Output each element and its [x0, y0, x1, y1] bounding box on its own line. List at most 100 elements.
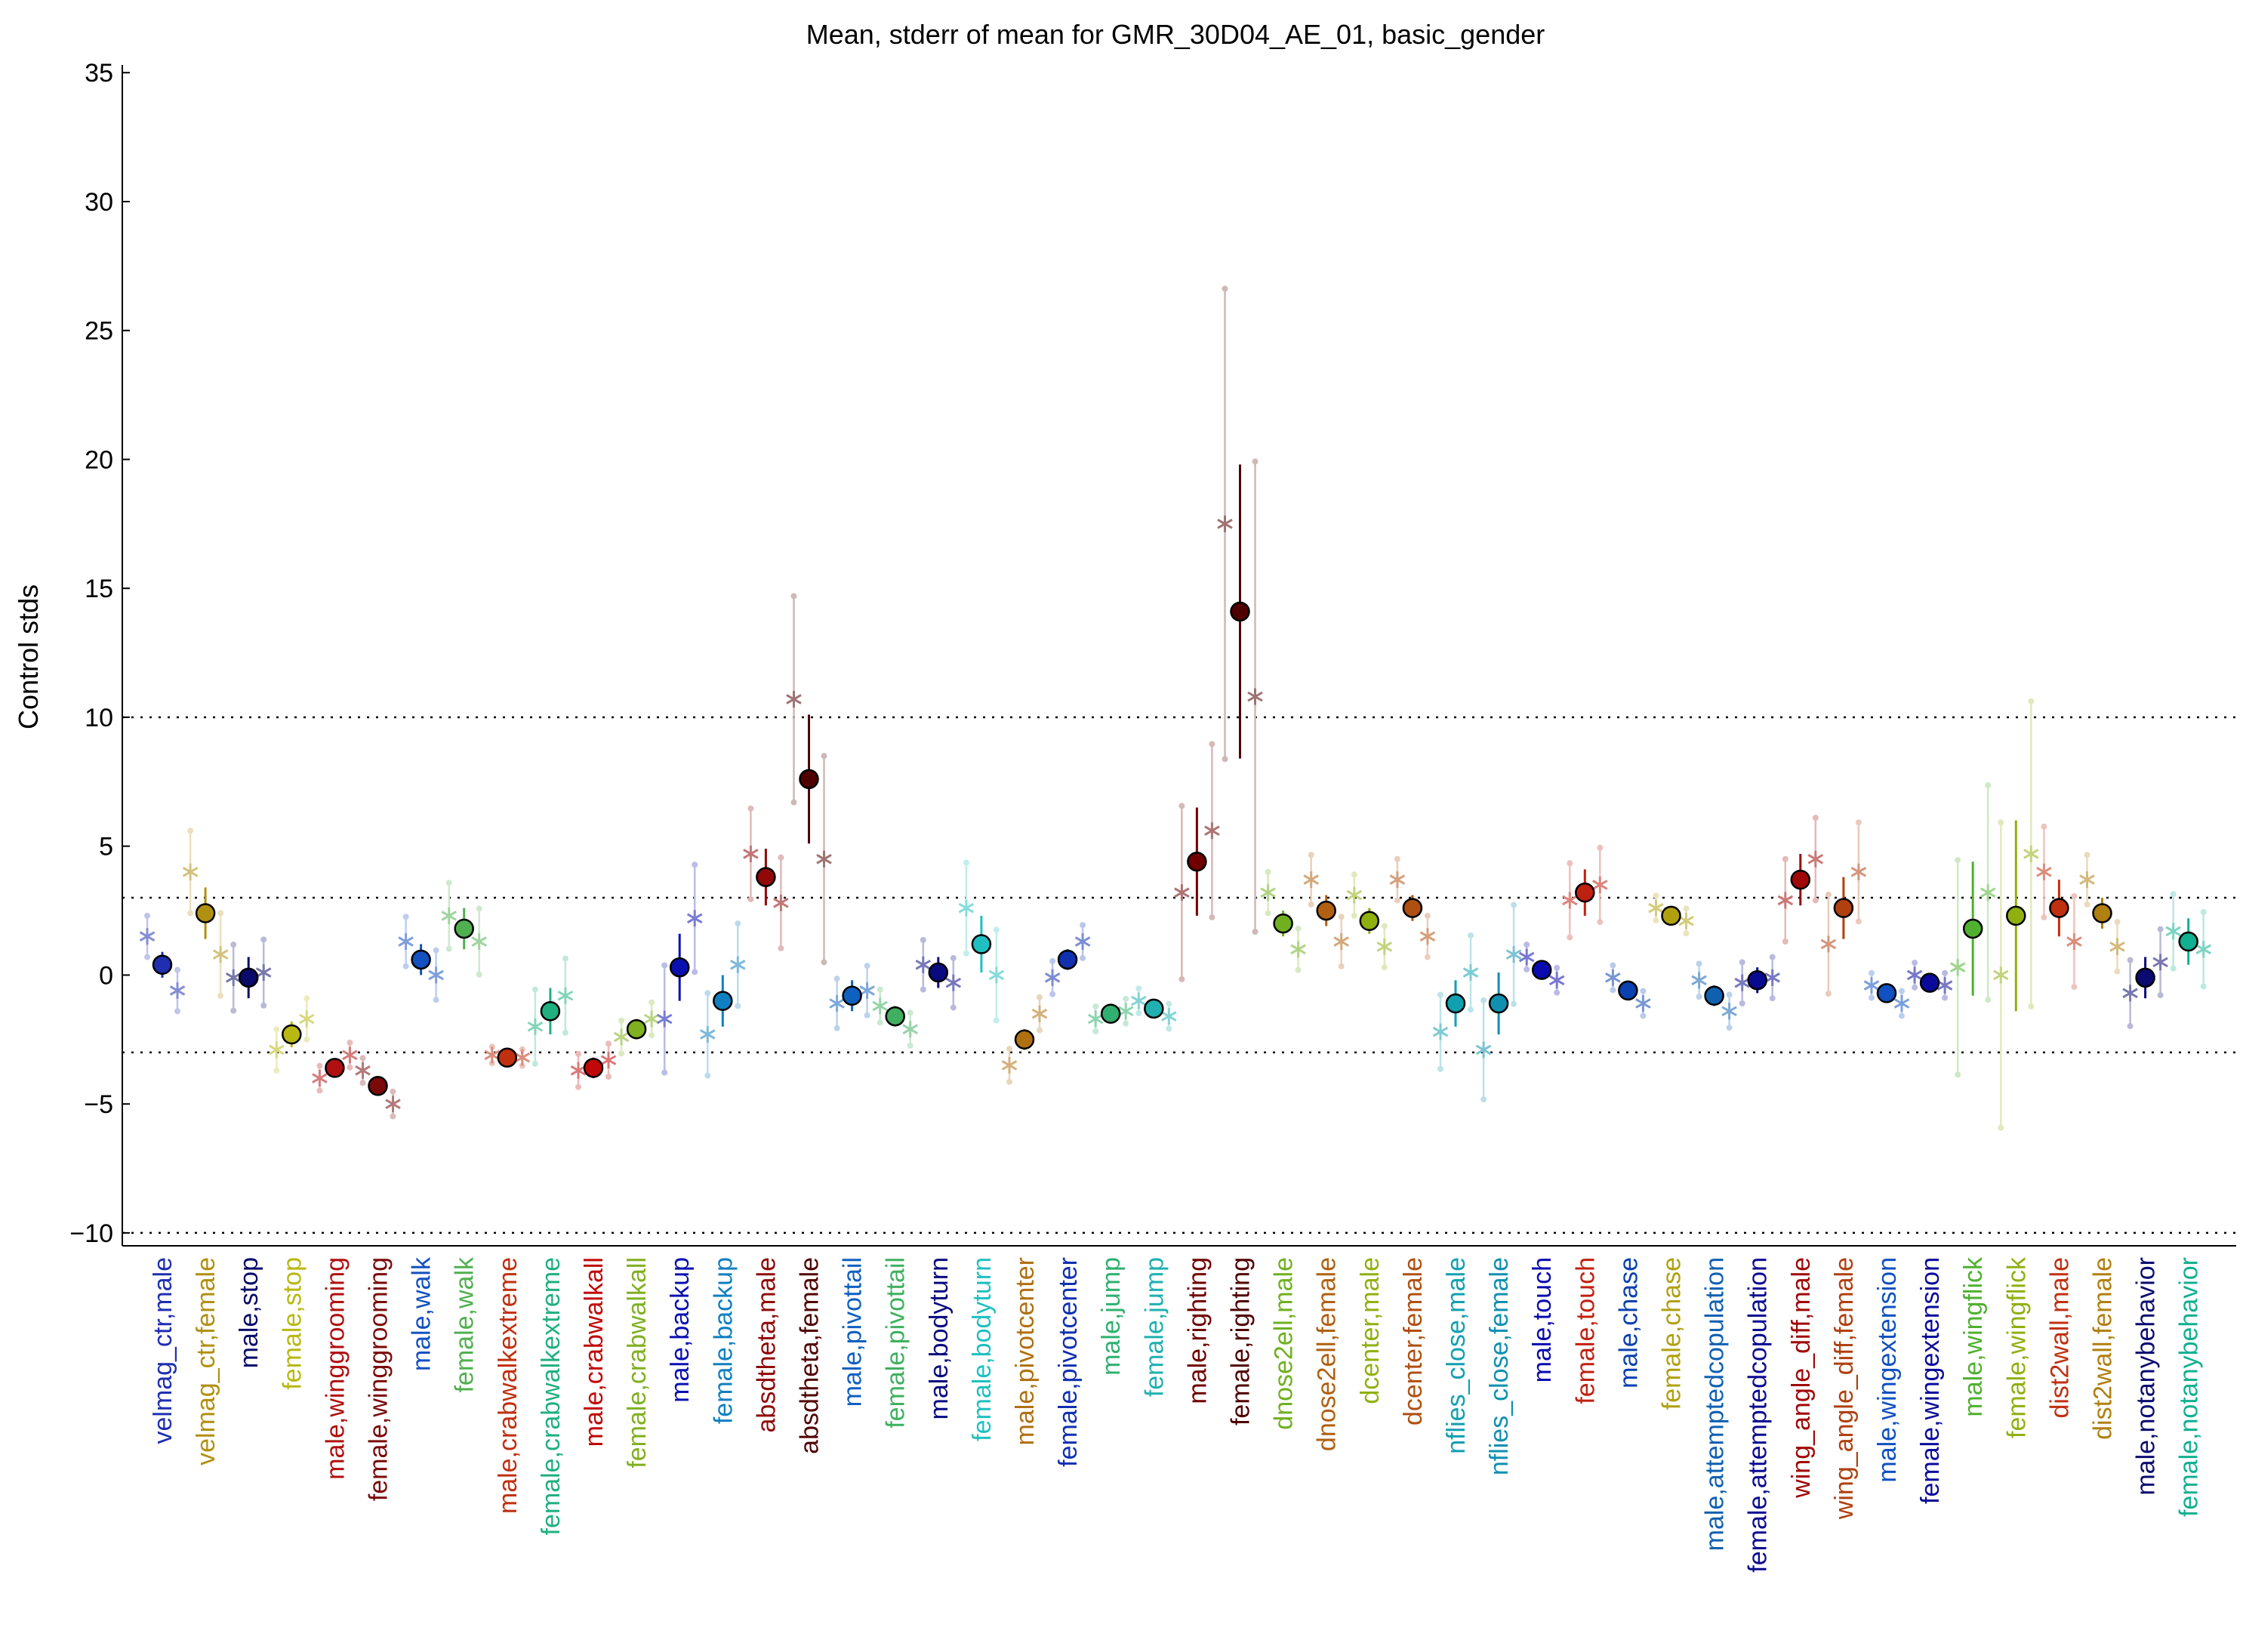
data-point-star — [643, 1010, 660, 1028]
error-cap — [1825, 891, 1832, 898]
error-cap — [907, 1009, 913, 1016]
error-cap — [963, 859, 969, 866]
star-stroke — [2109, 942, 2125, 952]
data-point — [799, 769, 819, 790]
star-stroke — [1074, 936, 1091, 947]
data-point-star — [829, 995, 845, 1012]
error-cap — [1123, 1020, 1129, 1027]
star-stroke — [2079, 874, 2095, 885]
error-cap — [1899, 1012, 1905, 1019]
error-cap — [1006, 1046, 1012, 1053]
data-point-star — [816, 850, 832, 868]
data-point-star — [1993, 966, 2009, 984]
error-cap — [1812, 815, 1819, 821]
error-cap — [1135, 1009, 1142, 1016]
star-stroke — [1247, 691, 1263, 702]
star-stroke — [686, 913, 703, 924]
data-point — [1057, 949, 1078, 970]
error-cap — [1825, 991, 1832, 997]
error-cap — [1985, 782, 1992, 789]
category-label: female,jump — [1140, 1257, 1169, 1397]
data-point-star — [527, 1018, 544, 1035]
data-point — [282, 1024, 302, 1045]
star-stroke — [1734, 977, 1750, 988]
star-stroke — [1131, 995, 1147, 1006]
star-stroke — [212, 949, 229, 960]
error-cap — [1998, 819, 2004, 826]
star-stroke — [1174, 887, 1190, 898]
error-cap — [303, 1036, 310, 1043]
star-stroke — [1475, 1044, 1492, 1056]
y-tick-label: 20 — [85, 445, 113, 474]
error-cap — [144, 954, 150, 960]
error-cap — [1265, 868, 1271, 875]
data-point-star — [212, 946, 229, 963]
data-point-star — [613, 1028, 630, 1046]
error-cap — [920, 936, 926, 943]
error-cap — [562, 1029, 568, 1036]
error-cap — [1209, 741, 1215, 747]
data-point-star — [1161, 1008, 1177, 1025]
error-cap — [1166, 1025, 1172, 1032]
y-tick-label: 25 — [85, 317, 113, 346]
star-stroke — [1432, 1026, 1449, 1037]
error-cap — [1812, 897, 1819, 904]
category-label: female,notanybehavior — [2175, 1257, 2204, 1517]
error-cap — [1080, 922, 1086, 929]
error-cap — [476, 971, 482, 978]
error-cap — [273, 1067, 280, 1074]
star-stroke — [1906, 969, 1923, 981]
category-label: male,notanybehavior — [2132, 1257, 2161, 1496]
star-stroke — [570, 1065, 587, 1076]
star-stroke — [1807, 853, 1824, 865]
error-cap — [1394, 897, 1400, 904]
error-cap — [1955, 1071, 1961, 1078]
category-label: male,attemptedcopulation — [1701, 1257, 1730, 1551]
star-stroke — [1044, 972, 1061, 983]
error-cap — [1480, 1096, 1487, 1103]
data-point — [971, 934, 992, 954]
star-stroke — [2066, 936, 2082, 947]
data-point — [583, 1058, 604, 1078]
category-label: male,pivottail — [839, 1257, 867, 1407]
error-cap — [864, 1012, 870, 1019]
error-cap — [778, 854, 784, 861]
data-point-star — [743, 845, 759, 862]
star-stroke — [557, 990, 574, 1001]
data-point-star — [1648, 899, 1664, 917]
error-cap — [1209, 914, 1215, 920]
error-cap — [2127, 1023, 2134, 1030]
data-point-star — [2023, 845, 2039, 862]
chart-title: Mean, stderr of mean for GMR_30D04_AE_01… — [806, 19, 1545, 50]
error-cap — [531, 986, 538, 993]
data-point — [756, 867, 776, 887]
error-cap — [2114, 919, 2121, 926]
category-label: female,righting — [1227, 1257, 1255, 1425]
category-label: female,chase — [1658, 1257, 1687, 1410]
data-point-star — [1893, 995, 1910, 1012]
error-cap — [1554, 964, 1560, 971]
data-point — [1144, 998, 1164, 1019]
error-cap — [735, 920, 741, 927]
star-stroke — [773, 898, 789, 908]
data-point — [1531, 960, 1552, 980]
star-stroke — [643, 1013, 660, 1025]
star-stroke — [169, 985, 186, 996]
error-cap — [347, 1064, 353, 1071]
star-stroke — [656, 1013, 673, 1025]
category-label: male,walk — [408, 1256, 436, 1371]
category-label: female,bodyturn — [968, 1257, 997, 1441]
data-point-star — [2152, 954, 2168, 971]
axes — [122, 65, 2236, 1247]
error-cap — [1739, 1000, 1745, 1007]
error-cap — [2170, 891, 2177, 898]
data-point — [238, 967, 259, 988]
data-point — [540, 1000, 561, 1022]
data-point — [1919, 972, 1940, 993]
data-point — [1575, 882, 1595, 903]
error-cap — [833, 1025, 840, 1031]
error-cap — [993, 926, 1000, 933]
error-cap — [390, 1113, 396, 1120]
star-stroke — [2195, 944, 2211, 955]
error-cap — [1869, 969, 1875, 976]
